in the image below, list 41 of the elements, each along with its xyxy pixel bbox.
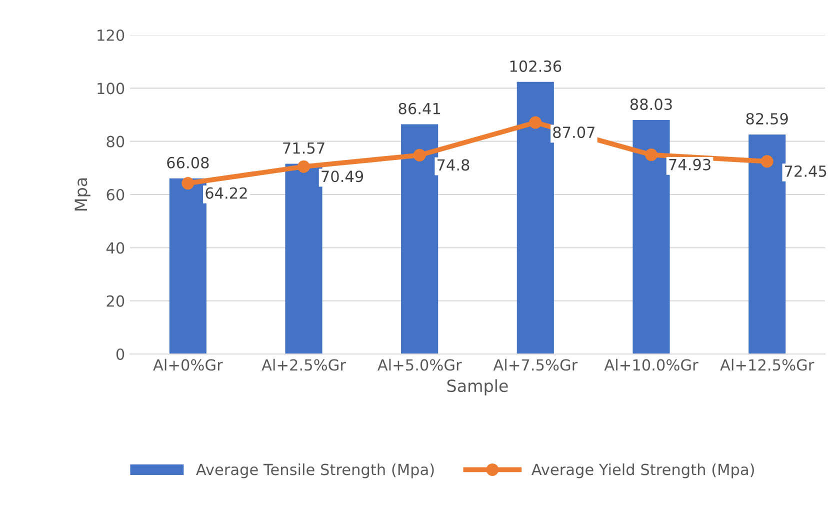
point	[760, 155, 774, 168]
data-label: 102.36	[510, 60, 562, 72]
data-label: 71.57	[283, 142, 324, 154]
x-tick-label: Al+7.5%Gr	[493, 358, 578, 371]
x-tick-label: Al+0%Gr	[153, 358, 223, 371]
point	[298, 160, 310, 173]
bar	[748, 134, 786, 354]
bar	[516, 82, 554, 354]
point	[413, 148, 426, 162]
bar	[632, 120, 670, 354]
x-tick-label: Al+5.0%Gr	[377, 358, 462, 371]
y-tick-label: 100	[98, 82, 124, 94]
data-label: 87.07	[553, 126, 595, 138]
data-label: 66.08	[167, 156, 209, 168]
legend-label: Average Yield Strength (Mpa)	[531, 463, 754, 478]
x-tick-label: Al+12.5%Gr	[720, 358, 814, 371]
legend-label: Average Tensile Strength (Mpa)	[196, 463, 434, 478]
x-tick-label: Al+2.5%Gr	[262, 358, 346, 371]
bar	[285, 164, 322, 354]
y-axis-title: Mpa	[74, 178, 90, 210]
data-label: 74.8	[438, 159, 470, 171]
y-tick-label: 80	[106, 136, 124, 148]
y-tick-label: 40	[106, 242, 124, 254]
data-label: 64.22	[206, 187, 247, 199]
y-tick-label: 20	[106, 295, 124, 307]
x-tick-label: Al+10.0%Gr	[604, 358, 698, 371]
y-tick-label: 120	[98, 29, 124, 42]
point	[529, 116, 542, 129]
x-axis-title: Sample	[447, 379, 508, 396]
y-tick-label: 0	[116, 348, 124, 360]
bar	[401, 124, 438, 354]
y-tick-label: 60	[106, 188, 124, 201]
data-label: 82.59	[746, 112, 788, 125]
data-label: 70.49	[322, 170, 364, 182]
data-label: 86.41	[398, 102, 440, 114]
data-label: 88.03	[630, 98, 672, 110]
data-label: 72.45	[785, 165, 826, 177]
point	[645, 148, 658, 162]
bar	[169, 178, 206, 354]
point	[182, 177, 194, 190]
data-label: 74.93	[669, 158, 710, 170]
